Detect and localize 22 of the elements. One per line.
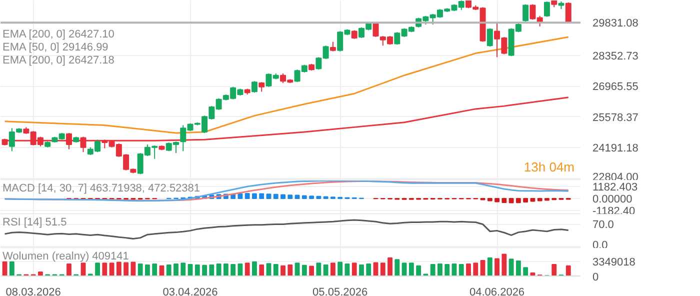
y-tick-label: 24191.18 [592, 142, 638, 154]
x-tick-label: 04.06.2026 [470, 286, 525, 296]
y-tick-label: 70.0 [592, 219, 614, 232]
y-tick-label: -1182.40 [592, 205, 636, 218]
y-tick-label: 25578.37 [592, 112, 638, 124]
annotation: 13h 04m [524, 160, 575, 174]
y-tick-label: 3349018 [592, 256, 636, 269]
annotation: Wolumen (realny) 409141 [2, 250, 129, 262]
y-tick-label: 0 [592, 272, 599, 284]
annotation: EMA [50, 0] 29146.99 [2, 42, 108, 54]
y-tick-label: 1182.403 [592, 182, 638, 194]
annotation: RSI [14] 51.5 [2, 216, 67, 228]
x-tick-label: 03.04.2026 [162, 286, 218, 296]
annotation: MACD [14, 30, 7] 463.71938, 472.52381 [2, 182, 200, 194]
ref-line-label: 29831.08 [592, 18, 638, 30]
annotation: EMA [200, 0] 26427.18 [2, 54, 114, 66]
annotation: EMA [200, 0] 26427.10 [2, 28, 114, 40]
y-tick-label: 28352.73 [592, 50, 638, 62]
y-tick-label: 26965.55 [592, 81, 638, 94]
x-tick-label: 05.05.2026 [312, 286, 368, 296]
x-tick-label: 08.03.2026 [6, 286, 61, 296]
y-tick-label: 0.00000 [592, 194, 632, 206]
